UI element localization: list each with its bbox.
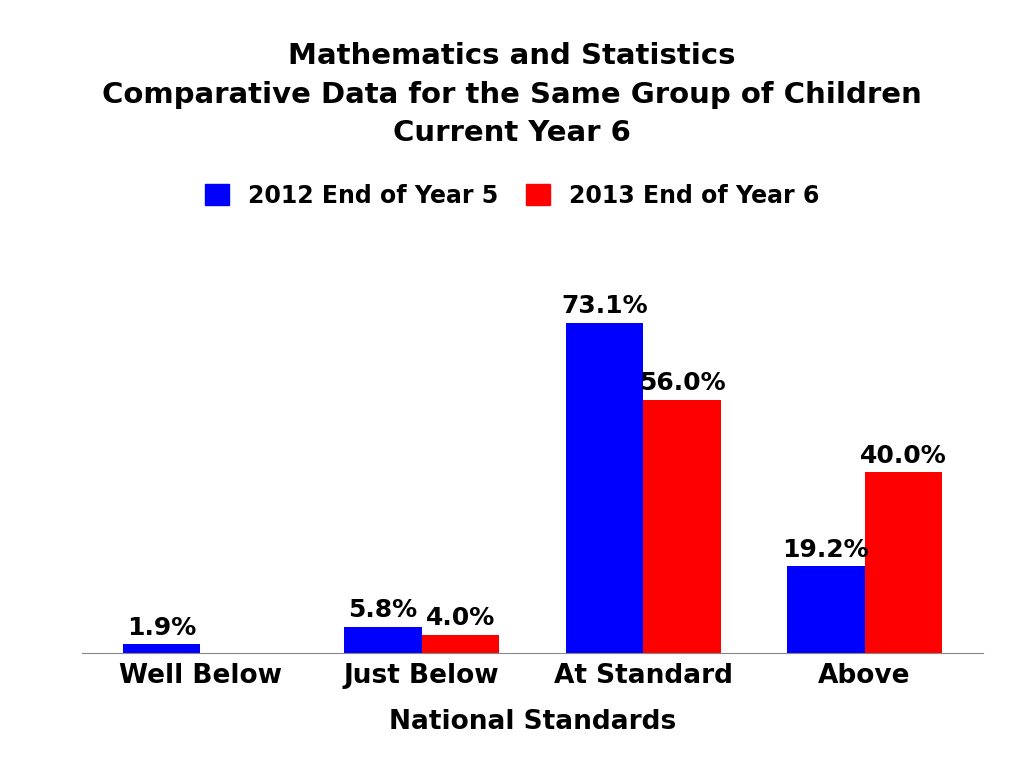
Bar — [344, 627, 422, 653]
Text: 19.2%: 19.2% — [782, 538, 869, 561]
Text: 40.0%: 40.0% — [860, 444, 947, 468]
Text: Comparative Data for the Same Group of Children: Comparative Data for the Same Group of C… — [102, 81, 922, 108]
Text: Mathematics and Statistics: Mathematics and Statistics — [288, 42, 736, 70]
Bar — [123, 644, 201, 653]
Legend: 2012 End of Year 5, 2013 End of Year 6: 2012 End of Year 5, 2013 End of Year 6 — [198, 177, 826, 215]
Text: 4.0%: 4.0% — [426, 606, 496, 631]
Bar — [787, 566, 864, 653]
Bar — [864, 472, 942, 653]
Bar — [643, 400, 721, 653]
X-axis label: National Standards: National Standards — [389, 710, 676, 735]
Text: 5.8%: 5.8% — [348, 598, 418, 622]
Text: 73.1%: 73.1% — [561, 294, 648, 318]
Bar — [565, 323, 643, 653]
Bar — [422, 634, 500, 653]
Text: Current Year 6: Current Year 6 — [393, 119, 631, 147]
Text: 56.0%: 56.0% — [639, 371, 725, 396]
Text: 1.9%: 1.9% — [127, 616, 197, 640]
